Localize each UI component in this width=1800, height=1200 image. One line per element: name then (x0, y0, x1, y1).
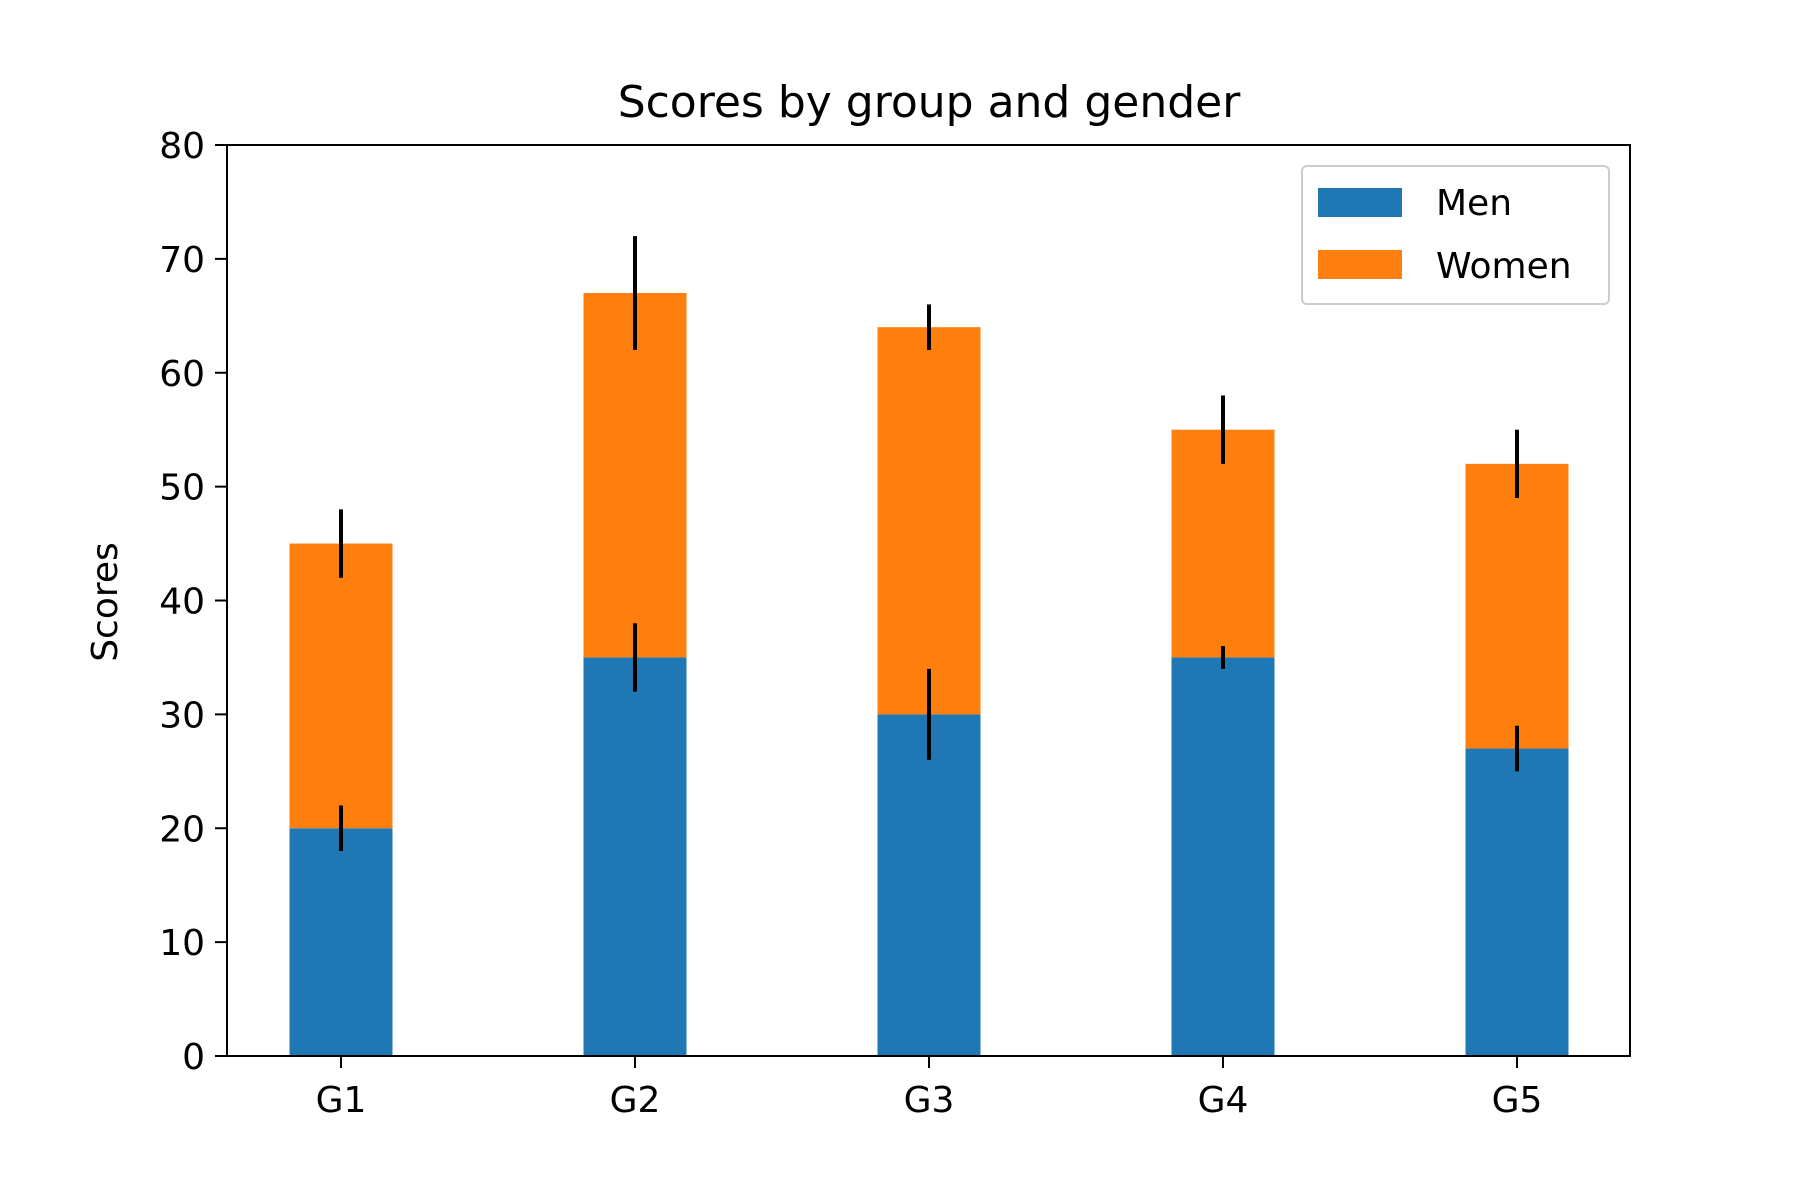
error-bars-layer (339, 236, 1519, 852)
y-tick-label: 40 (159, 582, 205, 623)
chart-title: Scores by group and gender (618, 77, 1242, 128)
x-tick-label: G2 (610, 1080, 661, 1121)
bar-women-g1 (289, 543, 393, 829)
y-tick-label: 60 (159, 354, 205, 395)
bar-women-g4 (1171, 429, 1275, 658)
x-tick-label: G5 (1492, 1080, 1543, 1121)
bar-men-g1 (289, 828, 393, 1056)
y-tick-label: 30 (159, 695, 205, 736)
bar-men-g3 (877, 714, 981, 1056)
y-tick-label: 80 (159, 126, 205, 167)
legend-label-women: Women (1436, 246, 1572, 287)
x-tick-label: G1 (316, 1080, 367, 1121)
bar-women-g3 (877, 327, 981, 715)
y-tick-label: 70 (159, 240, 205, 281)
bar-men-g2 (583, 657, 687, 1056)
bar-men-g5 (1465, 748, 1569, 1056)
y-tick-label: 20 (159, 809, 205, 850)
legend-label-men: Men (1436, 183, 1512, 224)
x-tick-label: G3 (904, 1080, 955, 1121)
bar-women-g2 (583, 293, 687, 658)
bar-men-g4 (1171, 657, 1275, 1056)
legend-swatch-women (1318, 250, 1402, 279)
bar-women-g5 (1465, 463, 1569, 749)
y-tick-label: 10 (159, 923, 205, 964)
x-tick-label: G4 (1198, 1080, 1249, 1121)
y-tick-label: 0 (182, 1037, 205, 1078)
legend: Men Women (1301, 165, 1610, 305)
y-axis-label: Scores (85, 542, 126, 662)
y-tick-label: 50 (159, 468, 205, 509)
legend-swatch-men (1318, 188, 1402, 217)
axes-layer: 0 10 20 30 40 50 60 70 80 G1 G2 G3 G4 G5 (159, 126, 1631, 1121)
bars-layer (289, 293, 1569, 1056)
